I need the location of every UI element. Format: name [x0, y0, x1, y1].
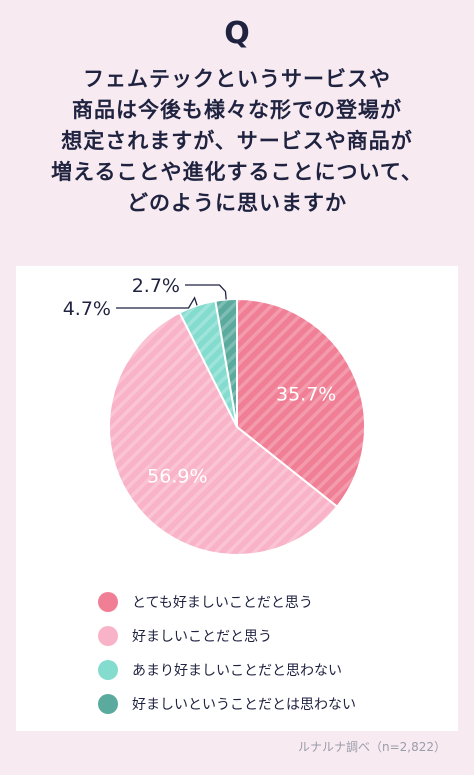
slice-value-label: 56.9% — [147, 465, 207, 487]
leader-line — [116, 296, 198, 309]
question-line: 増えることや進化することについて、 — [51, 160, 423, 184]
question-mark: Q — [224, 16, 250, 51]
pie-slice-texture — [215, 299, 237, 427]
question-text: フェムテックというサービスや 商品は今後も様々な形での登場が 想定されますが、サ… — [0, 64, 474, 219]
legend-item: 好ましいことだと思う — [98, 619, 356, 653]
slice-value-label: 4.7% — [63, 298, 111, 320]
legend-label: とても好ましいことだと思う — [132, 595, 313, 611]
legend-swatch — [98, 660, 118, 680]
source-note: ルナルナ調べ（n=2,822） — [297, 740, 446, 754]
question-line: フェムテックというサービスや — [83, 67, 391, 91]
pie-slice-texture — [237, 299, 365, 507]
question-line: 商品は今後も様々な形での登場が — [72, 98, 402, 122]
question-line: 想定されますが、サービスや商品が — [61, 129, 413, 153]
legend-swatch — [98, 592, 118, 612]
legend-swatch — [98, 626, 118, 646]
legend-label: 好ましいことだと思う — [132, 629, 272, 645]
legend-item: 好ましいということだとは思わない — [98, 687, 356, 721]
pie-slice-texture — [109, 312, 338, 555]
question-line: どのように思いますか — [127, 191, 347, 215]
legend-label: 好ましいということだとは思わない — [132, 697, 356, 713]
legend-item: あまり好ましいことだと思わない — [98, 653, 356, 687]
pie-slice-texture — [179, 300, 237, 427]
slice-value-label: 35.7% — [276, 384, 336, 406]
slice-value-label: 2.7% — [132, 275, 180, 297]
legend-swatch — [98, 694, 118, 714]
chart-card: 35.7% 56.9% 4.7% 2.7% とても好ましいことだと思う 好ましいことだ… — [16, 266, 458, 731]
legend-label: あまり好ましいことだと思わない — [132, 663, 342, 679]
leader-line — [185, 284, 227, 300]
pie-chart: 35.7% 56.9% 4.7% 2.7% — [63, 275, 366, 556]
chart-legend: とても好ましいことだと思う 好ましいことだと思う あまり好ましいことだと思わない… — [98, 585, 356, 721]
legend-item: とても好ましいことだと思う — [98, 585, 356, 619]
